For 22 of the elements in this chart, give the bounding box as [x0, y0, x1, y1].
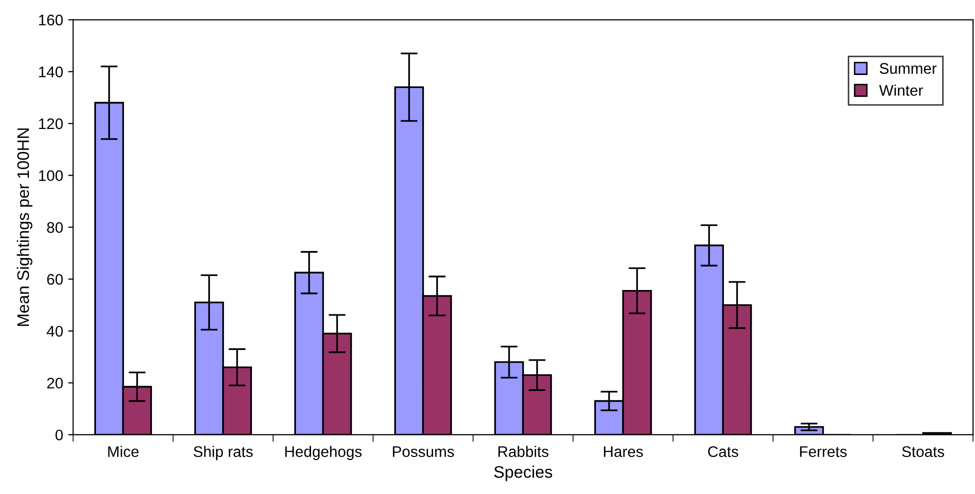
y-tick-label: 60	[47, 274, 63, 285]
x-tick-label: Ship rats	[194, 446, 253, 460]
x-tick-label: Hares	[604, 446, 643, 458]
x-tick-label: Hedgehogs	[285, 446, 362, 460]
y-axis-title: Mean Sightings per 100HN	[16, 128, 32, 326]
y-tick-label: 20	[47, 378, 63, 389]
y-tick-label: 0	[56, 430, 63, 440]
x-tick-label: Rabbits	[498, 446, 548, 458]
legend-label: Summer	[880, 63, 937, 74]
y-tick-label: 160	[39, 14, 63, 26]
x-tick-label: Cats	[708, 446, 738, 458]
x-tick-label: Ferrets	[800, 446, 847, 458]
x-axis-title: Species	[494, 466, 552, 482]
y-tick-label: 120	[39, 118, 63, 130]
y-tick-label: 80	[47, 222, 63, 233]
x-tick-label: Possums	[392, 446, 454, 458]
y-tick-label: 100	[39, 170, 63, 182]
x-tick-label: Stoats	[902, 446, 944, 458]
y-tick-label: 140	[39, 66, 63, 78]
legend-label: Winter	[879, 84, 923, 96]
x-tick-label: Mice	[108, 446, 139, 458]
y-tick-label: 40	[46, 326, 63, 337]
